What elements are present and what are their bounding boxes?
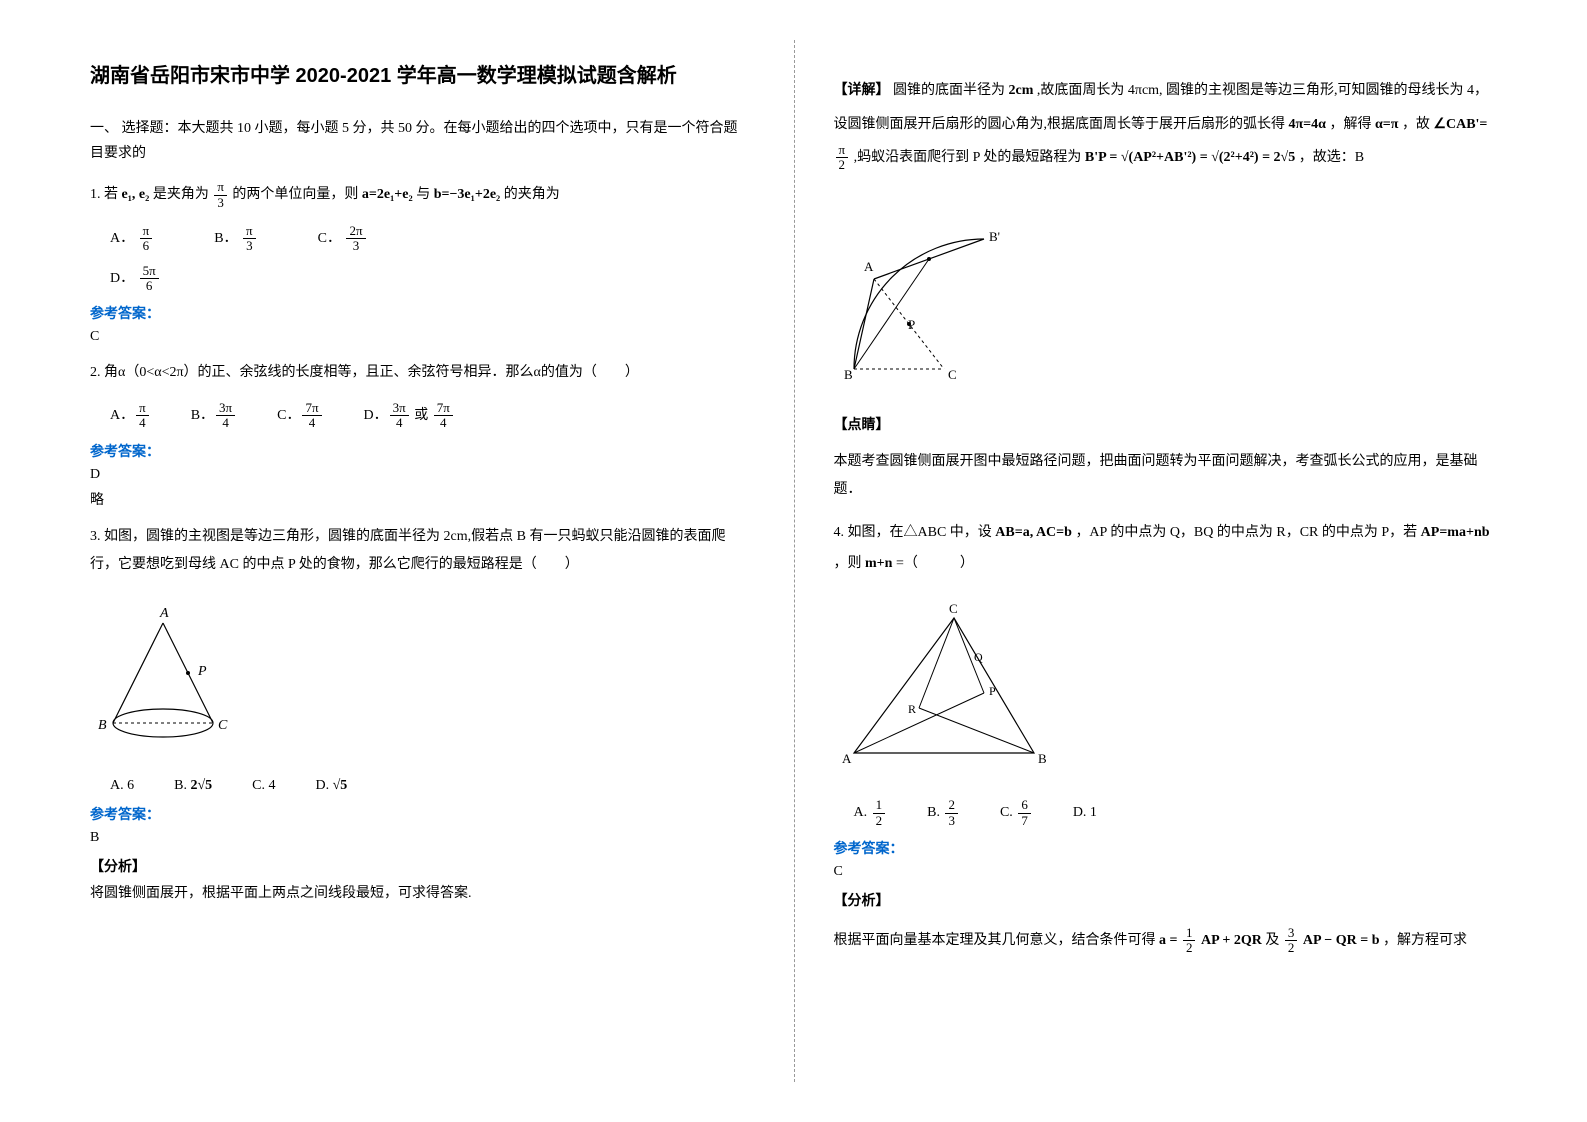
svg-text:B: B <box>1038 751 1047 766</box>
svg-text:A: A <box>159 606 169 621</box>
svg-text:R: R <box>908 702 916 716</box>
q3-optB: B. 2√5 <box>174 778 212 794</box>
q3-analysis: 将圆锥侧面展开，根据平面上两点之间线段最短，可求得答案. <box>90 882 744 902</box>
q1-answer: C <box>90 329 744 345</box>
svg-text:B: B <box>844 367 853 382</box>
q1-stem-b: 是夹角为 <box>153 187 209 202</box>
q1-optC: C． 2π3 <box>318 224 368 254</box>
svg-text:B: B <box>98 718 107 733</box>
q2-note: 略 <box>90 489 744 509</box>
q2-answer: D <box>90 467 744 483</box>
q4-options: A. 12 B. 23 C. 67 D. 1 <box>854 798 1498 828</box>
question-1: 1. 若 e₁, e₂ 是夹角为 π 3 的两个单位向量，则 a=2e₁+e₂ … <box>90 180 744 210</box>
left-column: 湖南省岳阳市宋市中学 2020-2021 学年高一数学理模拟试题含解析 一、 选… <box>0 0 794 1122</box>
svg-text:A: A <box>842 751 852 766</box>
svg-text:B': B' <box>989 229 1000 244</box>
section-heading: 一、 选择题：本大题共 10 小题，每小题 5 分，共 50 分。在每小题给出的… <box>90 116 744 166</box>
q4-analysis-label: 【分析】 <box>834 890 1498 910</box>
question-2: 2. 角α（0<α<2π）的正、余弦线的长度相等，且正、余弦符号相异．那么α的值… <box>90 359 744 387</box>
q4-answer: C <box>834 864 1498 880</box>
q3-cone-figure: A P B C <box>90 603 240 753</box>
svg-text:C: C <box>218 718 228 733</box>
q2-options: A．π4 B．3π4 C．7π4 D．3π4 或 7π4 <box>110 401 744 431</box>
q1-options-row2: D． 5π6 <box>110 264 744 294</box>
q2-optB: B．3π4 <box>191 401 237 431</box>
q4-triangle-figure: C A B P Q R <box>834 603 1054 773</box>
q1-optB: B． π3 <box>214 224 257 254</box>
q3-point-label: 【点睛】 <box>834 414 1498 434</box>
q3-options: A. 6 B. 2√5 C. 4 D. √5 <box>110 778 744 794</box>
q3-optC: C. 4 <box>252 778 275 794</box>
q4-optD: D. 1 <box>1073 805 1097 821</box>
q4-optA: A. 12 <box>854 798 888 828</box>
q3-analysis-label: 【分析】 <box>90 856 744 876</box>
q2-optC: C．7π4 <box>277 401 323 431</box>
svg-text:P: P <box>197 664 207 679</box>
svg-text:C: C <box>948 367 957 382</box>
q1-optD: D． 5π6 <box>110 264 161 294</box>
svg-text:C: C <box>949 603 958 616</box>
q3-optA: A. 6 <box>110 778 134 794</box>
q2-optD: D．3π4 或 7π4 <box>364 401 455 431</box>
q3-detail-label: 【详解】 <box>834 83 890 98</box>
q1-stem-d: 与 <box>416 187 430 202</box>
q3-point: 本题考查圆锥侧面展开图中最短路径问题，把曲面问题转为平面问题解决，考查弧长公式的… <box>834 448 1498 504</box>
q2-answer-label: 参考答案： <box>90 441 744 461</box>
q1-stem-c: 的两个单位向量，则 <box>232 187 358 202</box>
q4-analysis: 根据平面向量基本定理及其几何意义，结合条件可得 a = 12 AP + 2QR … <box>834 924 1498 958</box>
svg-text:P: P <box>989 684 996 698</box>
q3-answer-label: 参考答案： <box>90 804 744 824</box>
exam-title: 湖南省岳阳市宋市中学 2020-2021 学年高一数学理模拟试题含解析 <box>90 60 744 92</box>
question-4: 4. 如图，在△ABC 中，设 AB=a, AC=b ，AP 的中点为 Q，BQ… <box>834 518 1498 580</box>
q4-optB: B. 23 <box>927 798 960 828</box>
q3-detail: 【详解】 圆锥的底面半径为 2cm ,故底面周长为 4πcm, 圆锥的主视图是等… <box>834 74 1498 175</box>
q3-optD: D. √5 <box>316 778 348 794</box>
q4-optC: C. 67 <box>1000 798 1033 828</box>
q3-unfold-figure: A B' B C P <box>834 199 1034 389</box>
question-3: 3. 如图，圆锥的主视图是等边三角形，圆锥的底面半径为 2cm,假若点 B 有一… <box>90 523 744 579</box>
q1-expr-b: b=−3e₁+2e₂ <box>434 187 501 202</box>
q3-answer: B <box>90 830 744 846</box>
q1-options-row1: A． π6 B． π3 C． 2π3 <box>110 224 744 254</box>
q4-answer-label: 参考答案： <box>834 838 1498 858</box>
svg-text:A: A <box>864 259 874 274</box>
q1-angle-frac: π 3 <box>214 180 227 210</box>
q1-optA: A． π6 <box>110 224 154 254</box>
right-column: 【详解】 圆锥的底面半径为 2cm ,故底面周长为 4πcm, 圆锥的主视图是等… <box>794 0 1587 1122</box>
q1-stem-e: 的夹角为 <box>504 187 560 202</box>
q1-e1e2: e₁, e₂ <box>122 187 150 202</box>
q1-answer-label: 参考答案： <box>90 303 744 323</box>
q1-expr-a: a=2e₁+e₂ <box>362 187 413 202</box>
q2-optA: A．π4 <box>110 401 151 431</box>
q1-stem-a: 1. 若 <box>90 187 118 202</box>
svg-text:Q: Q <box>974 650 983 664</box>
